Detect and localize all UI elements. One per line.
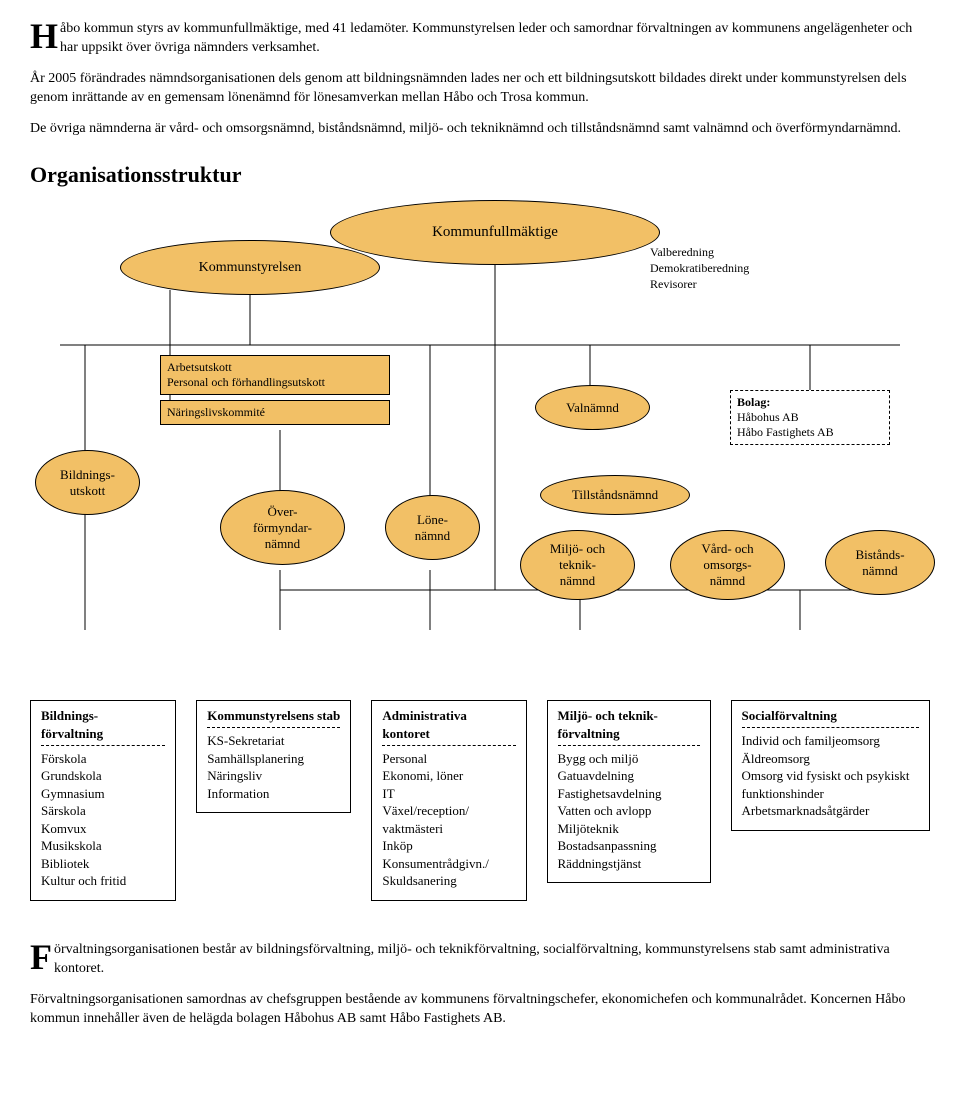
forvaltning-box: Kommunstyrelsens stab KS-SekretariatSamhä…: [196, 700, 351, 813]
box-item: Gatuavdelning: [558, 767, 700, 785]
node-miljo: Miljö- och teknik- nämnd: [520, 530, 635, 600]
org-diagram: Kommunfullmäktige Kommunstyrelsen Valber…: [30, 200, 930, 680]
box-item: Komvux: [41, 820, 165, 838]
box-item: Grundskola: [41, 767, 165, 785]
box-item: Inköp: [382, 837, 515, 855]
box-item: Arbetsmarknadsåtgärder: [742, 802, 920, 820]
bolag-item: Håbo Fastighets AB: [737, 425, 883, 440]
bolag-item: Håbohus AB: [737, 410, 883, 425]
box-item: Gymnasium: [41, 785, 165, 803]
box-item: Konsumentrådgivn./ Skuldsanering: [382, 855, 515, 890]
side-list: Valberedning Demokratiberedning Revisore…: [650, 245, 749, 292]
node-kommunstyrelsen: Kommunstyrelsen: [120, 240, 380, 295]
forvaltning-box: Bildnings- förvaltning FörskolaGrundskola…: [30, 700, 176, 900]
box-item: Samhällsplanering: [207, 750, 340, 768]
box-item: Särskola: [41, 802, 165, 820]
bolag-box: Bolag: Håbohus AB Håbo Fastighets AB: [730, 390, 890, 445]
node-bistand: Bistånds- nämnd: [825, 530, 935, 595]
intro-p1-text: åbo kommun styrs av kommunfullmäktige, m…: [60, 21, 912, 55]
box-item: Bygg och miljö: [558, 750, 700, 768]
intro-p3: De övriga nämnderna är vård- och omsorgs…: [30, 120, 930, 139]
rect-naringsliv: Näringslivskommité: [160, 400, 390, 425]
node-tillstand: Tillståndsnämnd: [540, 475, 690, 515]
intro-p1: H åbo kommun styrs av kommunfullmäktige,…: [30, 20, 930, 58]
node-bildningsutskott: Bildnings- utskott: [35, 450, 140, 515]
node-overformyndar: Över- förmyndar- nämnd: [220, 490, 345, 565]
node-kommunfullmaktige: Kommunfullmäktige: [330, 200, 660, 265]
box-title: Miljö- och teknik- förvaltning: [558, 707, 700, 745]
box-title: Socialförvaltning: [742, 707, 920, 728]
rect-arbetsutskott: Arbetsutskott Personal och förhandlingsu…: [160, 355, 390, 395]
box-item: Individ och familjeomsorg: [742, 732, 920, 750]
box-item: Ekonomi, löner: [382, 767, 515, 785]
footer-p1: F örvaltningsorganisationen består av bi…: [30, 941, 930, 979]
footer-p1-text: örvaltningsorganisationen består av bild…: [54, 942, 890, 976]
box-item: KS-Sekretariat: [207, 732, 340, 750]
dropcap-h: H: [30, 20, 58, 52]
box-item: Växel/reception/ vaktmästeri: [382, 802, 515, 837]
intro-p2: År 2005 förändrades nämndsorganisationen…: [30, 70, 930, 108]
bolag-title: Bolag:: [737, 395, 883, 410]
box-item: Räddningstjänst: [558, 855, 700, 873]
forvaltning-box: Socialförvaltning Individ och familjeomso…: [731, 700, 931, 830]
node-valnamnd: Valnämnd: [535, 385, 650, 430]
box-item: Fastighetsavdelning: [558, 785, 700, 803]
side-item: Valberedning: [650, 245, 749, 261]
footer-p2: Förvaltningsorganisationen samordnas av …: [30, 991, 930, 1029]
box-item: Personal: [382, 750, 515, 768]
box-title: Kommunstyrelsens stab: [207, 707, 340, 728]
box-item: Vatten och avlopp: [558, 802, 700, 820]
box-item: Förskola: [41, 750, 165, 768]
side-item: Demokratiberedning: [650, 261, 749, 277]
box-item: Näringsliv: [207, 767, 340, 785]
node-vard: Vård- och omsorgs- nämnd: [670, 530, 785, 600]
forvaltning-boxes: Bildnings- förvaltning FörskolaGrundskola…: [30, 700, 930, 900]
side-item: Revisorer: [650, 277, 749, 293]
node-lonenamnd: Löne- nämnd: [385, 495, 480, 560]
forvaltning-box: Miljö- och teknik- förvaltning Bygg och m…: [547, 700, 711, 883]
box-item: Kultur och fritid: [41, 872, 165, 890]
forvaltning-box: Administrativa kontoret PersonalEkonomi, …: [371, 700, 526, 900]
box-item: Bostadsanpassning: [558, 837, 700, 855]
box-title: Administrativa kontoret: [382, 707, 515, 745]
box-title: Bildnings- förvaltning: [41, 707, 165, 745]
box-item: Information: [207, 785, 340, 803]
heading-org: Organisationsstruktur: [30, 162, 930, 188]
box-item: Bibliotek: [41, 855, 165, 873]
box-item: Miljöteknik: [558, 820, 700, 838]
box-item: IT: [382, 785, 515, 803]
box-item: Äldreomsorg: [742, 750, 920, 768]
box-item: Musikskola: [41, 837, 165, 855]
box-item: Omsorg vid fysiskt och psykiskt funktion…: [742, 767, 920, 802]
dropcap-f: F: [30, 941, 52, 973]
